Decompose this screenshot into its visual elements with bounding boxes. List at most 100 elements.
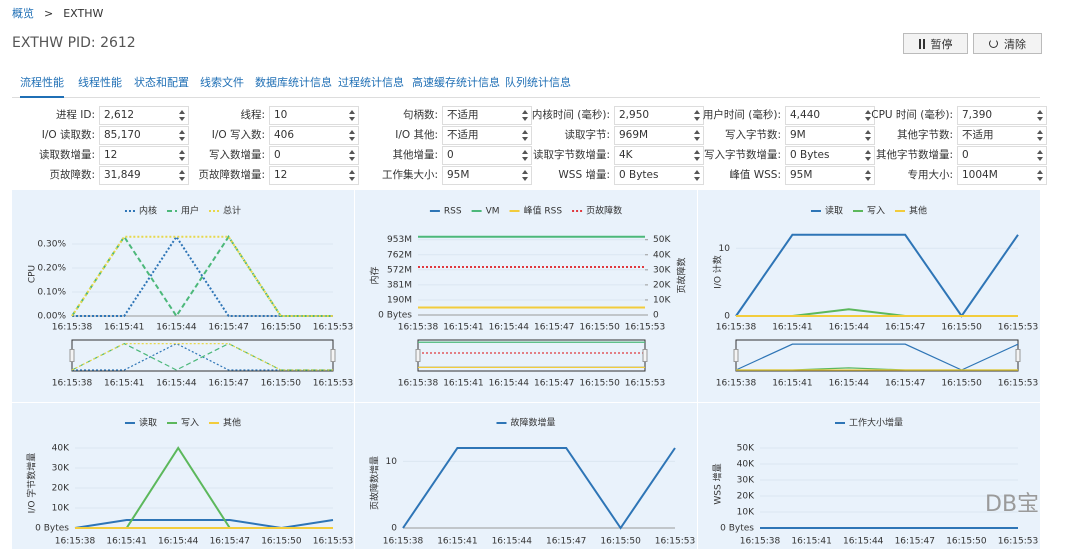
spinner-up[interactable] <box>1037 150 1043 154</box>
spinner-down[interactable] <box>694 157 700 161</box>
spinner-up[interactable] <box>522 130 528 134</box>
spinner-down[interactable] <box>694 177 700 181</box>
spinner-down[interactable] <box>1037 157 1043 161</box>
field-label: I/O 读取数: <box>41 129 95 141</box>
spinner-down[interactable] <box>865 157 871 161</box>
field-label: 写入字节数增量: <box>703 149 781 161</box>
spinner-up[interactable] <box>694 150 700 154</box>
spinner-down[interactable] <box>1037 177 1043 181</box>
spinner-up[interactable] <box>349 170 355 174</box>
field-value: 0 Bytes <box>790 149 830 161</box>
spinner-up[interactable] <box>1037 110 1043 114</box>
spinner-down[interactable] <box>349 137 355 141</box>
field-input[interactable]: 9M <box>785 126 875 145</box>
spinner-up[interactable] <box>179 130 185 134</box>
field-input[interactable]: 0 <box>442 146 532 165</box>
field-input[interactable]: 12 <box>269 166 359 185</box>
spinner-down[interactable] <box>1037 117 1043 121</box>
field-input[interactable]: 12 <box>99 146 189 165</box>
field-value: 不适用 <box>447 129 479 141</box>
spinner-up[interactable] <box>694 130 700 134</box>
field-input[interactable]: 0 Bytes <box>614 166 704 185</box>
field-input[interactable]: 不适用 <box>957 126 1047 145</box>
field-value: 85,170 <box>104 129 141 141</box>
spinner-down[interactable] <box>1037 137 1043 141</box>
field-input[interactable]: 1004M <box>957 166 1047 185</box>
field-input[interactable]: 2,612 <box>99 106 189 125</box>
field-input[interactable]: 0 <box>957 146 1047 165</box>
field-input[interactable]: 406 <box>269 126 359 145</box>
spinner-down[interactable] <box>349 157 355 161</box>
spinner-up[interactable] <box>349 150 355 154</box>
spinner-up[interactable] <box>349 130 355 134</box>
field-input[interactable]: 不适用 <box>442 126 532 145</box>
tab[interactable]: 状态和配置 <box>134 76 189 89</box>
spinner-down[interactable] <box>694 137 700 141</box>
field-input[interactable]: 0 Bytes <box>785 146 875 165</box>
field-input[interactable]: 7,390 <box>957 106 1047 125</box>
spinner-down[interactable] <box>865 117 871 121</box>
spinner-down[interactable] <box>349 117 355 121</box>
tab[interactable]: 数据库统计信息 <box>255 76 332 89</box>
tab[interactable]: 队列统计信息 <box>505 76 571 89</box>
field-input[interactable]: 2,950 <box>614 106 704 125</box>
spinner-down[interactable] <box>179 117 185 121</box>
tab[interactable]: 线程性能 <box>78 76 122 89</box>
spinner-down[interactable] <box>179 137 185 141</box>
field-input[interactable]: 95M <box>442 166 532 185</box>
spinner-down[interactable] <box>522 117 528 121</box>
page-title: EXTHW PID: 2612 <box>12 35 136 51</box>
spinner-up[interactable] <box>865 170 871 174</box>
spinner-up[interactable] <box>179 110 185 114</box>
spinner-up[interactable] <box>522 110 528 114</box>
spinner-down[interactable] <box>865 177 871 181</box>
field-input[interactable]: 4,440 <box>785 106 875 125</box>
field-input[interactable]: 4K <box>614 146 704 165</box>
field-input[interactable]: 不适用 <box>442 106 532 125</box>
spinner-down[interactable] <box>694 117 700 121</box>
field-input[interactable]: 969M <box>614 126 704 145</box>
spinner-up[interactable] <box>1037 170 1043 174</box>
tab[interactable]: 过程统计信息 <box>338 76 404 89</box>
breadcrumb-link[interactable]: 概览 <box>12 7 34 20</box>
button-label: 暂停 <box>930 37 953 51</box>
field-value: 不适用 <box>962 129 994 141</box>
field-input[interactable]: 95M <box>785 166 875 185</box>
spinner-up[interactable] <box>865 130 871 134</box>
spinner-up[interactable] <box>865 150 871 154</box>
field-value: 4,440 <box>790 109 821 121</box>
spinner-down[interactable] <box>522 157 528 161</box>
field-value: 7,390 <box>962 109 993 121</box>
spinner-down[interactable] <box>349 177 355 181</box>
spinner-up[interactable] <box>179 150 185 154</box>
spinner-up[interactable] <box>694 110 700 114</box>
field-input[interactable]: 10 <box>269 106 359 125</box>
spinner-down[interactable] <box>179 177 185 181</box>
pause-button[interactable]: 暂停 <box>903 33 968 54</box>
tab[interactable]: 高速缓存统计信息 <box>412 76 500 89</box>
breadcrumb-current: EXTHW <box>63 7 104 20</box>
spinner-up[interactable] <box>1037 130 1043 134</box>
tab[interactable]: 线索文件 <box>200 76 244 89</box>
spinner-down[interactable] <box>179 157 185 161</box>
spinner-up[interactable] <box>694 170 700 174</box>
field-input[interactable]: 31,849 <box>99 166 189 185</box>
field-input[interactable]: 85,170 <box>99 126 189 145</box>
spinner-down[interactable] <box>522 137 528 141</box>
field-label: 用户时间 (毫秒): <box>702 109 781 121</box>
field-input[interactable]: 0 <box>269 146 359 165</box>
spinner-down[interactable] <box>522 177 528 181</box>
spinner-up[interactable] <box>865 110 871 114</box>
clear-button[interactable]: 清除 <box>973 33 1042 54</box>
field-value: 4K <box>619 149 633 161</box>
field-label: 进程 ID: <box>55 109 95 121</box>
field-label: 峰值 WSS: <box>729 169 781 181</box>
spinner-up[interactable] <box>522 170 528 174</box>
spinner-up[interactable] <box>349 110 355 114</box>
field-label: 其他字节数增量: <box>875 149 953 161</box>
spinner-up[interactable] <box>522 150 528 154</box>
field-label: 其他字节数: <box>896 129 953 141</box>
tab[interactable]: 流程性能 <box>20 76 64 98</box>
spinner-up[interactable] <box>179 170 185 174</box>
spinner-down[interactable] <box>865 137 871 141</box>
